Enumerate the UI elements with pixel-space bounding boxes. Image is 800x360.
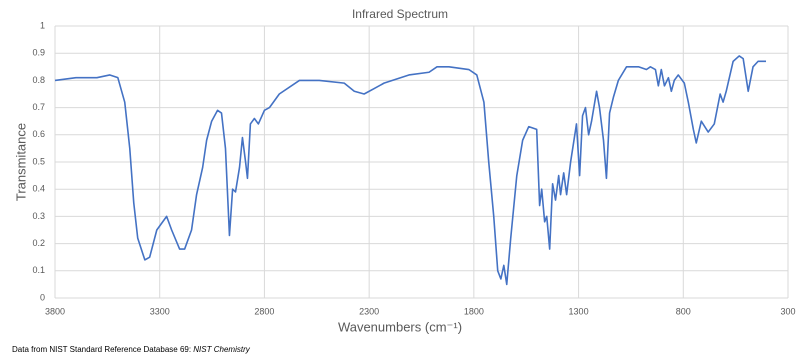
y-tick-label: 0 [40, 292, 45, 302]
y-tick-label: 0.6 [32, 129, 45, 139]
y-tick-label: 1 [40, 20, 45, 30]
x-tick-label: 3800 [45, 306, 65, 316]
chart-title: Infrared Spectrum [352, 7, 448, 21]
source-italic: NIST Chemistry [193, 345, 250, 354]
y-tick-label: 0.9 [32, 48, 45, 58]
x-tick-label: 2800 [254, 306, 274, 316]
x-tick-label: 300 [780, 306, 795, 316]
y-tick-label: 0.8 [32, 75, 45, 85]
x-tick-label: 1300 [569, 306, 589, 316]
y-tick-label: 0.2 [32, 238, 45, 248]
y-tick-label: 0.7 [32, 102, 45, 112]
x-tick-label: 3300 [150, 306, 170, 316]
y-tick-label: 0.1 [32, 265, 45, 275]
y-tick-label: 0.4 [32, 184, 45, 194]
y-axis-label: Transmitance [13, 123, 28, 201]
y-tick-label: 0.3 [32, 211, 45, 221]
x-axis-label: Wavenumbers (cm⁻¹) [338, 319, 462, 334]
x-tick-label: 1800 [464, 306, 484, 316]
source-text: Data from NIST Standard Reference Databa… [12, 345, 193, 354]
x-tick-label: 800 [676, 306, 691, 316]
y-tick-label: 0.5 [32, 156, 45, 166]
x-tick-label: 2300 [359, 306, 379, 316]
source-note: Data from NIST Standard Reference Databa… [12, 345, 251, 354]
spectrum-line [54, 55, 767, 286]
